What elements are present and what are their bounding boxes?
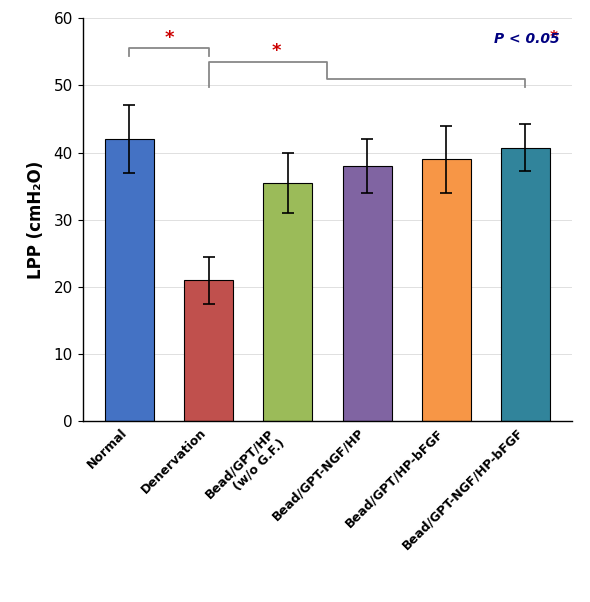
Bar bbox=[263, 183, 312, 421]
Bar bbox=[184, 281, 233, 421]
Bar bbox=[501, 148, 550, 421]
Bar bbox=[422, 160, 471, 421]
Bar bbox=[105, 139, 154, 421]
Y-axis label: LPP (cmH₂O): LPP (cmH₂O) bbox=[27, 161, 45, 279]
Text: *: * bbox=[550, 30, 558, 45]
Text: *: * bbox=[271, 42, 281, 60]
Bar bbox=[343, 166, 392, 421]
Text: P < 0.05: P < 0.05 bbox=[494, 32, 560, 46]
Text: *: * bbox=[164, 29, 174, 47]
